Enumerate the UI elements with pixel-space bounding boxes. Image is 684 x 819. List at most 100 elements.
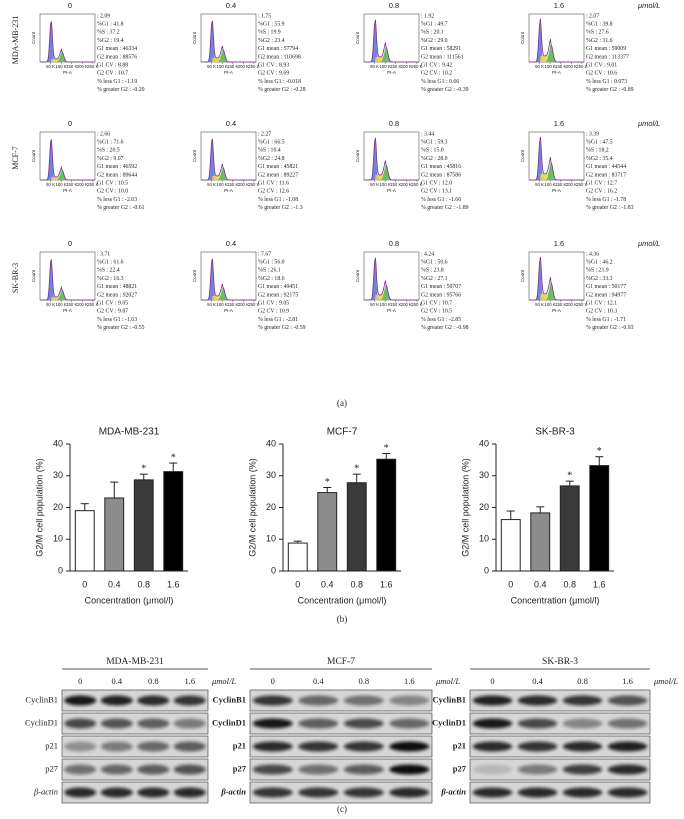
dose-header: 0.8 [389, 119, 399, 128]
unit-label: μmol/L [637, 1, 660, 10]
x-tick-label: 200 K [401, 302, 412, 307]
bar [163, 471, 184, 572]
stat-line: %G1 : 50.6 [421, 260, 448, 266]
chart-title: SK-BR-3 [535, 427, 575, 438]
stat-line: % greater G2 : -0.61 [97, 205, 145, 211]
x-tick-label: 200 K [77, 302, 88, 307]
stat-line: %S : 27.6 [586, 30, 609, 36]
stat-line: % less G1 : -2.03 [97, 197, 137, 203]
protein-band [64, 718, 97, 729]
x-tick-label: 50 K [207, 182, 216, 187]
stat-line: : 7.67 [258, 251, 271, 257]
stat-line: % greater G2 : -0.28 [258, 87, 306, 93]
protein-band [100, 787, 133, 798]
lane-label: 0.8 [358, 676, 369, 686]
protein-band [389, 764, 430, 775]
y-tick-label: 30 [266, 470, 276, 480]
stat-line: G1 mean : 50177 [586, 284, 626, 290]
x-tick-label: 250 K [87, 64, 98, 69]
stat-line: G1 mean : 58291 [421, 46, 461, 52]
bar [376, 458, 397, 572]
x-tick-label: 200 K [238, 64, 249, 69]
x-axis-label: PI-A [224, 70, 233, 75]
stat-line: % less G1 : -1.66 [421, 197, 461, 203]
lane-label: 0.4 [313, 676, 324, 686]
x-tick-label: 250 K [411, 182, 422, 187]
protein-band [607, 695, 648, 706]
x-tick-label: 250 K [248, 302, 259, 307]
protein-label: p21 [233, 740, 246, 750]
y-axis-label: Count [520, 269, 525, 282]
x-tick-label: 0 [82, 579, 87, 589]
lane-label: 1.6 [404, 676, 415, 686]
x-tick-label: 1.6 [167, 579, 180, 589]
stat-line: % less G1 : -1.19 [97, 79, 137, 85]
x-tick-label: 150 K [390, 302, 401, 307]
protein-label: β-actin [220, 786, 246, 796]
stat-line: %G1 : 46.2 [586, 260, 613, 266]
unit-label: μmol/L [211, 676, 236, 686]
panel-label: (b) [337, 614, 348, 624]
x-axis-label: Concentration (μmol/l) [298, 595, 387, 605]
stat-line: % less G1 : -1.63 [97, 317, 137, 323]
stat-line: : 3.71 [97, 251, 110, 257]
protein-band [472, 741, 513, 752]
dose-header: 1.6 [554, 119, 564, 128]
cell-line-label: MCF-7 [11, 146, 20, 170]
histogram-outline [364, 257, 419, 301]
x-axis-label: PI-A [387, 188, 396, 193]
stat-line: %G2 : 35.4 [586, 156, 613, 162]
stat-line: G2 mean : 113377 [586, 54, 629, 60]
histogram-outline [529, 256, 584, 301]
protein-band [173, 718, 206, 729]
stat-line: % less G1 : -1.71 [586, 317, 626, 323]
stat-line: G2 CV : 10.9 [258, 309, 289, 315]
stat-line: % less G1 : -1.08 [258, 197, 298, 203]
stat-line: %G2 : 29.0 [421, 38, 448, 44]
stat-line: G1 mean : 49451 [258, 284, 298, 290]
stat-line: G2 CV : 10.7 [97, 71, 128, 77]
protein-band [100, 741, 133, 752]
blot-group-title: MDA-MB-231 [106, 657, 164, 667]
significance-marker: * [171, 452, 176, 463]
x-tick-label: 50 K [535, 64, 544, 69]
stat-line: G1 mean : 46592 [97, 164, 137, 170]
x-tick-label: 50 K [207, 302, 216, 307]
x-tick-label: 50 K [370, 182, 379, 187]
stat-line: %S : 22.4 [97, 268, 120, 274]
protein-band [562, 718, 603, 729]
protein-label: CyclinD1 [212, 717, 246, 727]
stat-line: G1 mean : 46334 [97, 46, 137, 52]
x-tick-label: 150 K [66, 302, 77, 307]
stat-line: % less G1 : 0.073 [586, 79, 627, 85]
x-tick-label: 0.8 [137, 579, 150, 589]
stat-line: G2 CV : 12.6 [258, 189, 289, 195]
x-tick-label: 250 K [576, 64, 587, 69]
x-tick-label: 50 K [207, 64, 216, 69]
stat-line: %G2 : 33.3 [586, 276, 613, 282]
bar [530, 512, 551, 572]
unit-label: μmol/L [653, 676, 678, 686]
blot-strip [249, 758, 433, 781]
protein-band [64, 764, 97, 775]
blot-strip [469, 735, 651, 758]
stat-line: G2 mean : 92175 [258, 292, 298, 298]
x-tick-label: 0.8 [563, 579, 576, 589]
x-tick-label: 250 K [248, 64, 259, 69]
y-tick-label: 0 [484, 565, 489, 575]
protein-band [389, 695, 430, 706]
g1-peak [364, 260, 419, 300]
dose-header: 0.8 [389, 239, 399, 248]
x-tick-label: 100 K [56, 182, 67, 187]
stat-line: %G2 : 27.1 [421, 276, 448, 282]
stat-line: %S : 26.1 [258, 268, 281, 274]
y-axis-label: Count [355, 269, 360, 282]
stat-line: % less G1 : -2.81 [258, 317, 298, 323]
lane-label: 0 [271, 676, 275, 686]
protein-band [252, 787, 293, 798]
y-tick-label: 30 [479, 470, 489, 480]
g1-peak [529, 140, 584, 180]
x-tick-label: 150 K [66, 64, 77, 69]
x-tick-label: 50 K [46, 302, 55, 307]
protein-band [562, 695, 603, 706]
